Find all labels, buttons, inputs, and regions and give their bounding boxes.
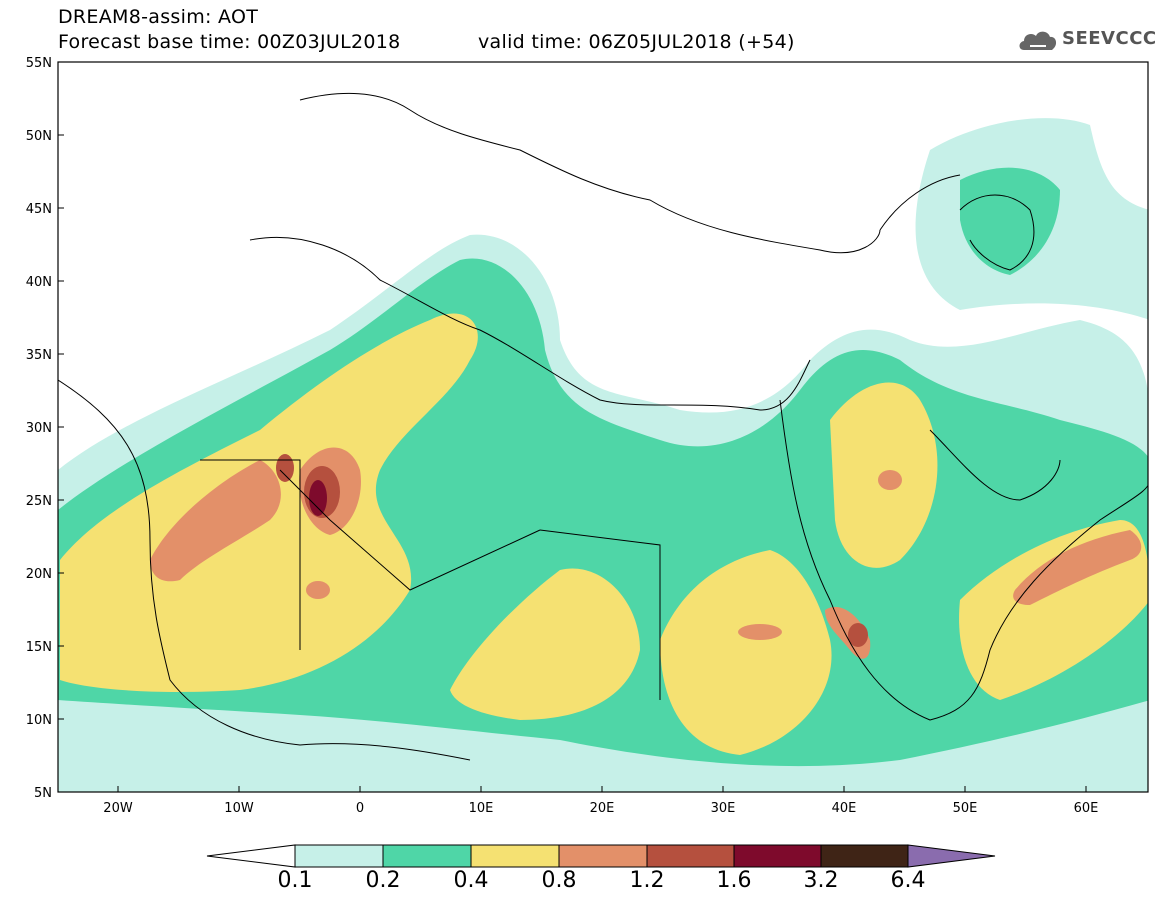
lat-label: 50N — [26, 129, 52, 144]
lat-label: 30N — [26, 421, 52, 436]
lat-label: 25N — [26, 494, 52, 509]
colorbar-low-arrow — [206, 844, 296, 868]
colorbar-swatch — [558, 844, 648, 868]
map-title: DREAM8-assim: AOT — [58, 6, 259, 28]
lon-label: 30E — [711, 801, 736, 816]
colorbar-label: 6.4 — [890, 868, 926, 893]
lat-label: 35N — [26, 348, 52, 363]
lat-label: 40N — [26, 275, 52, 290]
coastlines — [58, 93, 1148, 761]
lat-label: 10N — [26, 713, 52, 728]
colorbar-label: 1.6 — [716, 868, 752, 893]
colorbar-swatch — [382, 844, 472, 868]
longitude-axis: 20W 10W 0 10E 20E 30E 40E 50E 60E — [103, 786, 1098, 816]
lat-label: 45N — [26, 202, 52, 217]
lat-label: 20N — [26, 567, 52, 582]
lon-label: 60E — [1074, 801, 1099, 816]
latitude-axis: 5N 10N 15N 20N 25N 30N 35N 40N 45N 50N 5… — [26, 56, 64, 801]
colorbar-swatch — [820, 844, 909, 868]
colorbar-label: 0.2 — [365, 868, 401, 893]
colorbar-label: 1.2 — [629, 868, 665, 893]
lon-label: 20W — [103, 801, 133, 816]
colorbar-label: 0.8 — [541, 868, 577, 893]
lat-label: 5N — [34, 786, 52, 801]
colorbar-swatch — [646, 844, 735, 868]
logo-text: SEEVCCC — [1062, 28, 1157, 49]
lon-label: 0 — [356, 801, 364, 816]
lon-label: 10W — [224, 801, 254, 816]
lon-label: 10E — [469, 801, 494, 816]
forecast-base-time: Forecast base time: 00Z03JUL2018 — [58, 31, 401, 53]
colorbar-label: 0.4 — [453, 868, 489, 893]
lon-label: 40E — [832, 801, 857, 816]
cloud-icon — [1019, 31, 1057, 50]
aot-field — [58, 62, 1148, 792]
colorbar-swatch — [470, 844, 560, 868]
colorbar-label: 0.1 — [277, 868, 313, 893]
lat-label: 15N — [26, 640, 52, 655]
colorbar — [206, 844, 996, 868]
colorbar-swatch — [733, 844, 822, 868]
lon-label: 50E — [953, 801, 978, 816]
lon-label: 20E — [590, 801, 615, 816]
valid-time: valid time: 06Z05JUL2018 (+54) — [478, 31, 795, 53]
colorbar-swatch — [294, 844, 384, 868]
lat-label: 55N — [26, 56, 52, 71]
colorbar-high-arrow — [907, 844, 996, 868]
colorbar-label: 3.2 — [803, 868, 839, 893]
